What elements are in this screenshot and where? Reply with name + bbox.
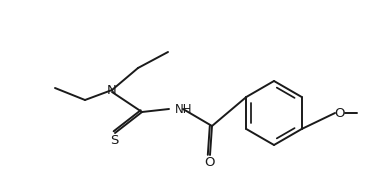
Text: O: O (335, 107, 345, 120)
Text: N: N (107, 83, 117, 97)
Text: O: O (205, 157, 215, 169)
Text: NH: NH (175, 102, 193, 115)
Text: S: S (110, 134, 118, 147)
